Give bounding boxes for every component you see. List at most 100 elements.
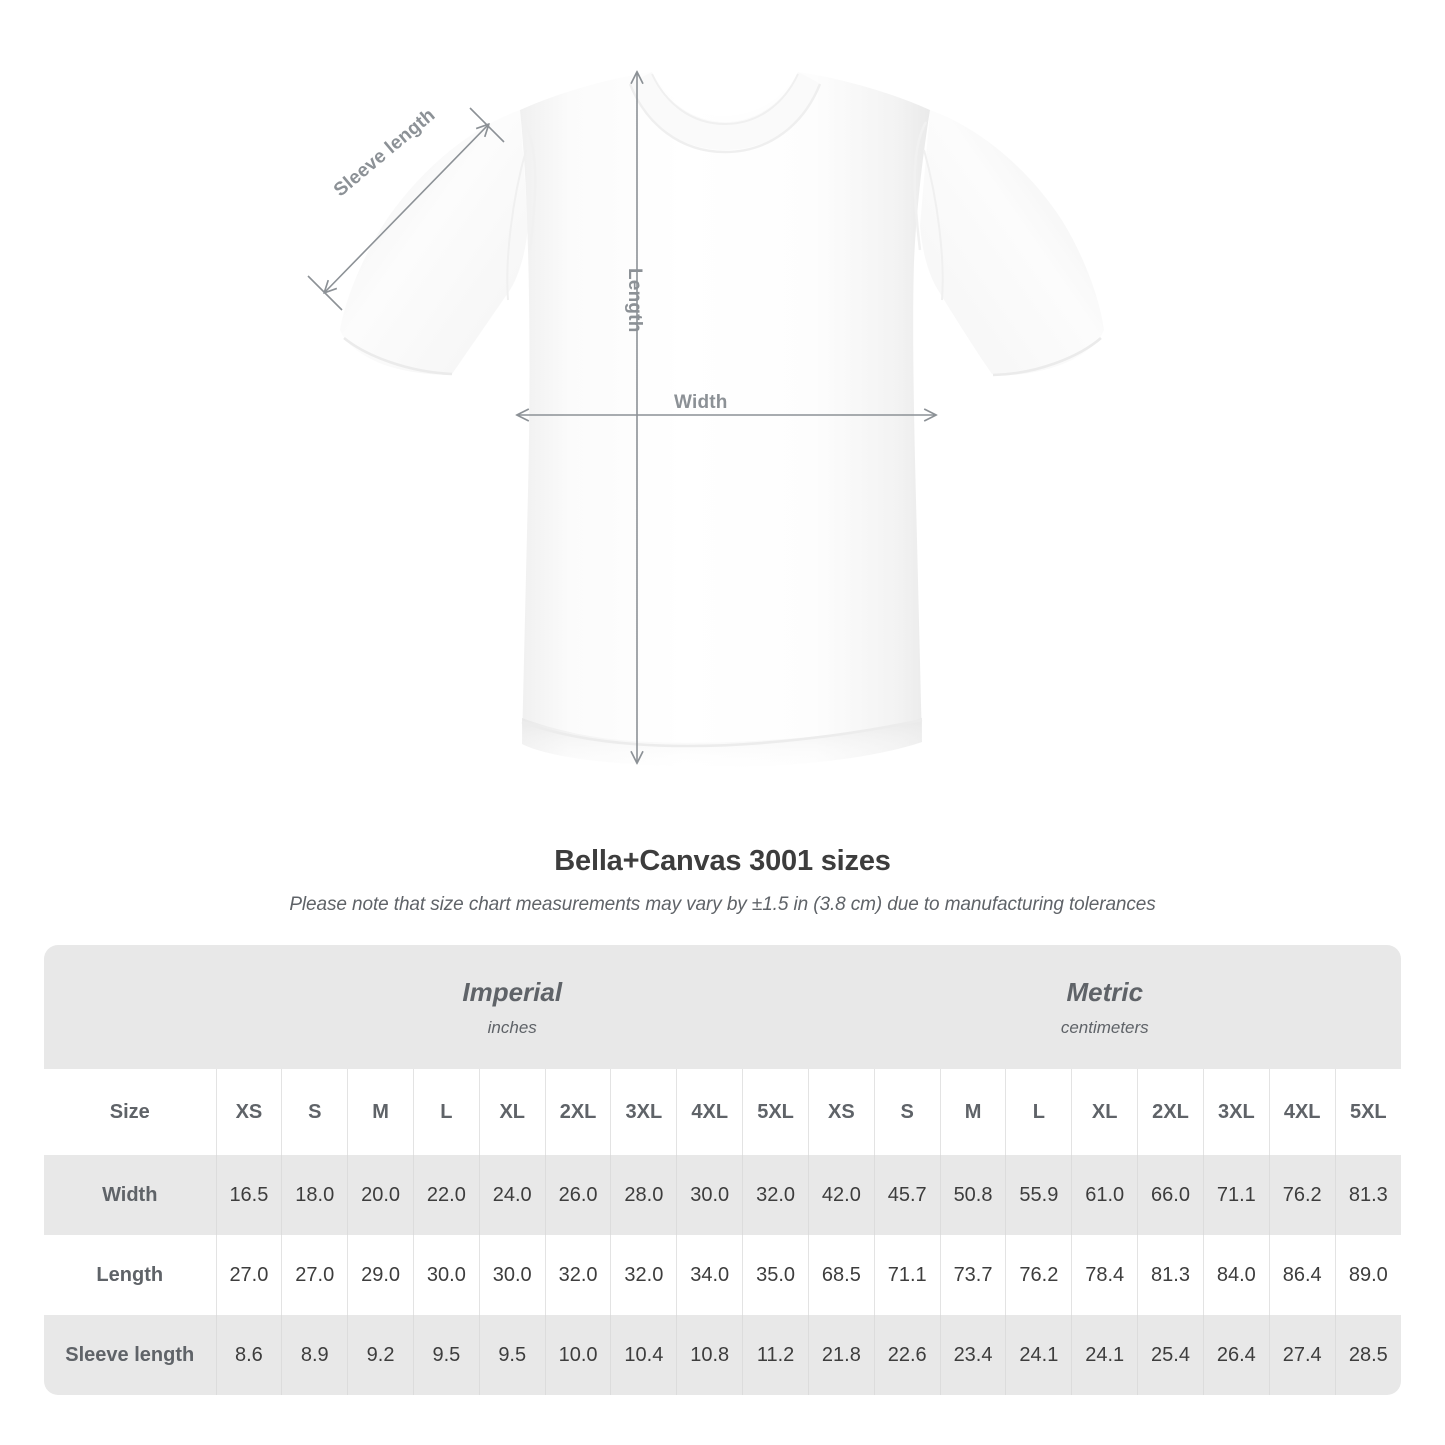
left-shoulder-seam [522,121,537,251]
cell-length-xs-imperial: 27.0 [215,1235,282,1315]
collar-outline [628,83,822,154]
size-column-header-3xl-metric: 3XL [1202,1069,1270,1155]
measurement-arrows [307,73,935,762]
cell-sleeve-length-4xl-metric: 27.4 [1268,1315,1336,1395]
cell-sleeve-length-xl-imperial: 9.5 [478,1315,546,1395]
cell-width-xl-metric: 61.0 [1071,1155,1138,1235]
size-column-header-xl-imperial: XL [478,1069,546,1155]
size-column-header-m-metric: M [939,1069,1006,1155]
cell-sleeve-length-5xl-imperial: 11.2 [742,1315,809,1395]
cell-sleeve-length-4xl-imperial: 10.8 [676,1315,743,1395]
cell-length-xl-metric: 78.4 [1071,1235,1138,1315]
page-title: Bella+Canvas 3001 sizes [554,845,891,877]
size-header-row: Size XS S M L XL 2XL 3XL 4XL 5XL XS S M L XL 2XL 3XL 4XL 5… [44,1069,1402,1155]
length-label: Length [624,268,645,333]
cell-sleeve-length-3xl-imperial: 10.4 [610,1315,677,1395]
unit-system-banner-row: Imperial inches Metric centimeters [44,945,1402,1069]
cell-length-3xl-imperial: 32.0 [610,1235,677,1315]
cell-width-xl-imperial: 24.0 [478,1155,546,1235]
cell-sleeve-length-s-imperial: 8.9 [281,1315,348,1395]
cell-length-3xl-metric: 84.0 [1202,1235,1270,1315]
cell-sleeve-length-5xl-metric: 28.5 [1334,1315,1402,1395]
left-armhole [506,149,527,301]
cell-sleeve-length-s-metric: 22.6 [873,1315,941,1395]
cell-length-2xl-metric: 81.3 [1137,1235,1204,1315]
cell-sleeve-length-l-metric: 24.1 [1005,1315,1072,1395]
cell-width-xs-metric: 42.0 [807,1155,875,1235]
unit-group-name: Imperial [462,977,563,1008]
size-column-header-l-metric: L [1005,1069,1072,1155]
size-chart-table: Imperial inches Metric centimeters Size XS S M L… [44,945,1402,1395]
measurement-label-sleeve-length: Sleeve length [44,1315,216,1395]
shirt-body [520,72,930,767]
cell-width-m-imperial: 20.0 [347,1155,414,1235]
cell-width-xs-imperial: 16.5 [215,1155,282,1235]
cell-length-xs-metric: 68.5 [807,1235,875,1315]
cell-length-l-imperial: 30.0 [412,1235,480,1315]
right-armhole [923,149,944,301]
cell-width-2xl-metric: 66.0 [1137,1155,1204,1235]
cell-length-xl-imperial: 30.0 [478,1235,546,1315]
cell-width-s-imperial: 18.0 [281,1155,348,1235]
cell-width-l-metric: 55.9 [1005,1155,1072,1235]
cell-width-3xl-imperial: 28.0 [610,1155,677,1235]
size-column-header-5xl-imperial: 5XL [742,1069,809,1155]
size-column-header-4xl-imperial: 4XL [676,1069,743,1155]
cell-width-3xl-metric: 71.1 [1202,1155,1270,1235]
size-column-header-m-imperial: M [347,1069,414,1155]
table-row: Length 27.0 27.0 29.0 30.0 30.0 32.0 32.0 34.0 35… [44,1235,1402,1315]
cell-length-l-metric: 76.2 [1005,1235,1072,1315]
size-column-header-xs-imperial: XS [215,1069,282,1155]
cell-sleeve-length-xs-metric: 21.8 [807,1315,875,1395]
sleeve-tick-top [469,107,505,143]
cell-sleeve-length-l-imperial: 9.5 [412,1315,480,1395]
size-chart-header: Bella+Canvas 3001 sizes Please note that… [0,845,1445,916]
measurement-label-length: Length [44,1235,216,1315]
size-column-header-5xl-metric: 5XL [1334,1069,1402,1155]
unit-group-unit: inches [487,1017,537,1037]
cell-length-m-imperial: 29.0 [347,1235,414,1315]
cell-sleeve-length-3xl-metric: 26.4 [1202,1315,1270,1395]
cell-sleeve-length-m-imperial: 9.2 [347,1315,414,1395]
measurement-label-width: Width [44,1155,216,1235]
cell-length-s-imperial: 27.0 [281,1235,348,1315]
shirt-shape [340,72,1104,767]
tshirt-measurement-diagram: Sleeve length Length Width [307,0,1104,767]
bottom-hem-line [521,718,923,748]
cell-length-m-metric: 73.7 [939,1235,1006,1315]
cell-length-5xl-metric: 89.0 [1334,1235,1402,1315]
sleeve-tick-bottom [307,275,343,311]
cell-width-5xl-imperial: 32.0 [742,1155,809,1235]
width-label: Width [674,392,728,413]
size-column-header-l-imperial: L [412,1069,480,1155]
unit-group-imperial: Imperial inches [216,945,809,1069]
cell-width-5xl-metric: 81.3 [1334,1155,1402,1235]
cell-width-4xl-metric: 76.2 [1268,1155,1336,1235]
cell-length-2xl-imperial: 32.0 [544,1235,611,1315]
cell-width-s-metric: 45.7 [873,1155,941,1235]
tolerance-note: Please note that size chart measurements… [289,894,1156,915]
right-shoulder-seam [913,121,928,251]
table-row: Width 16.5 18.0 20.0 22.0 24.0 26.0 28.0 30.0 32.… [44,1155,1402,1235]
unit-group-unit: centimeters [1060,1017,1149,1037]
cell-sleeve-length-xl-metric: 24.1 [1071,1315,1138,1395]
size-column-header-s-imperial: S [281,1069,348,1155]
size-column-header-s-metric: S [873,1069,941,1155]
right-sleeve [920,110,1104,375]
tshirt-illustration [307,0,1104,767]
size-column-header-xs-metric: XS [807,1069,875,1155]
cell-width-l-imperial: 22.0 [412,1155,480,1235]
cell-width-m-metric: 50.8 [939,1155,1006,1235]
table-corner-cell [44,945,216,1069]
cell-length-4xl-imperial: 34.0 [676,1235,743,1315]
unit-group-metric: Metric centimeters [808,945,1402,1069]
collar-inner [651,73,799,126]
right-cuff [992,337,1102,377]
cell-length-5xl-imperial: 35.0 [742,1235,809,1315]
size-column-header-3xl-imperial: 3XL [610,1069,677,1155]
cell-width-2xl-imperial: 26.0 [544,1155,611,1235]
cell-sleeve-length-m-metric: 23.4 [939,1315,1006,1395]
size-column-header-2xl-metric: 2XL [1137,1069,1204,1155]
left-sleeve [340,110,528,375]
size-column-header-xl-metric: XL [1071,1069,1138,1155]
